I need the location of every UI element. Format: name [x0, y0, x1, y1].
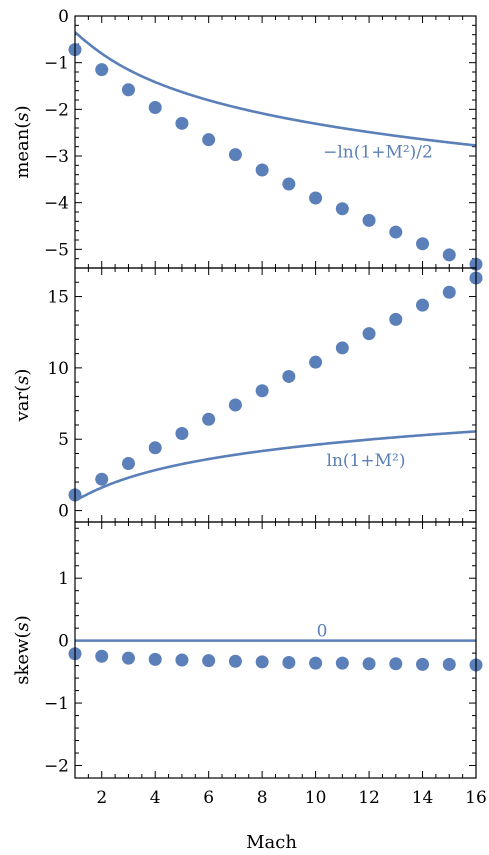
data-point: [95, 63, 109, 77]
y-tick-label: 10: [47, 359, 69, 379]
curve-label: −ln(1+M²)/2: [323, 142, 433, 162]
y-tick-label: −1: [44, 694, 69, 714]
data-point: [335, 202, 349, 216]
plot-frame: [74, 267, 477, 523]
data-point: [389, 312, 403, 326]
data-point: [389, 225, 403, 239]
plot-frame: [74, 521, 477, 779]
data-point: [442, 657, 456, 671]
panel-1: 0 −1 −2 −3 −4 −5 −ln(1+M²)/2 mean(s): [12, 7, 483, 271]
data-point: [95, 649, 109, 663]
data-point: [202, 133, 216, 147]
data-point: [335, 341, 349, 355]
data-point: [309, 656, 323, 670]
data-point: [282, 369, 296, 383]
y-tick-label: −1: [44, 54, 69, 74]
y-tick-label: −5: [44, 240, 69, 260]
data-point: [309, 355, 323, 369]
data-point: [416, 237, 430, 251]
y-tick-label: −2: [44, 100, 69, 120]
data-point: [282, 177, 296, 191]
data-point: [309, 191, 323, 205]
x-axis-title: Mach: [246, 832, 297, 853]
data-point: [95, 472, 109, 486]
y-tick-label: 1: [58, 569, 69, 589]
data-point: [416, 657, 430, 671]
theory-curve: [75, 31, 476, 147]
data-point: [121, 456, 135, 470]
y-tick-label: 0: [58, 632, 69, 652]
data-point: [442, 285, 456, 299]
data-point: [148, 441, 162, 455]
data-point: [121, 651, 135, 665]
y-tick-label: −3: [44, 147, 69, 167]
x-tick-label: 6: [203, 788, 214, 808]
data-point: [335, 656, 349, 670]
data-point: [282, 655, 296, 669]
x-tick-label: 4: [150, 788, 161, 808]
data-point: [228, 654, 242, 668]
data-point: [389, 657, 403, 671]
x-tick-label: 12: [358, 788, 380, 808]
data-point: [255, 384, 269, 398]
curve-label: ln(1+M²): [327, 451, 406, 471]
y-axis-title: skew(s): [12, 615, 33, 685]
x-tick-label: 16: [465, 788, 487, 808]
data-point: [121, 83, 135, 97]
theory-curve: [75, 430, 476, 502]
curve-label: 0: [317, 622, 328, 642]
data-point: [362, 657, 376, 671]
y-tick-label: 15: [47, 288, 69, 308]
data-point: [362, 213, 376, 227]
data-point: [255, 655, 269, 669]
data-point: [175, 653, 189, 667]
y-tick-label: 0: [58, 7, 69, 27]
data-point: [255, 163, 269, 177]
data-point: [148, 652, 162, 666]
data-point: [362, 327, 376, 341]
data-point: [228, 398, 242, 412]
data-point: [228, 148, 242, 162]
y-tick-label: −2: [44, 757, 69, 777]
x-tick-label: 8: [257, 788, 268, 808]
x-tick-label: 14: [412, 788, 434, 808]
y-tick-label: 5: [58, 430, 69, 450]
data-point: [442, 248, 456, 262]
x-tick-label: 10: [305, 788, 327, 808]
panel-2: 0 5 10 15 ln(1+M²) var(s): [12, 267, 483, 523]
data-point: [175, 427, 189, 441]
y-axis-title: var(s): [12, 369, 33, 423]
x-tick-label: 2: [96, 788, 107, 808]
data-point: [148, 100, 162, 114]
data-point: [175, 116, 189, 130]
y-tick-label: −4: [44, 194, 69, 214]
data-point: [416, 298, 430, 312]
data-point: [202, 412, 216, 426]
data-point: [202, 654, 216, 668]
y-axis-title: mean(s): [12, 105, 33, 178]
y-tick-label: 0: [58, 502, 69, 522]
